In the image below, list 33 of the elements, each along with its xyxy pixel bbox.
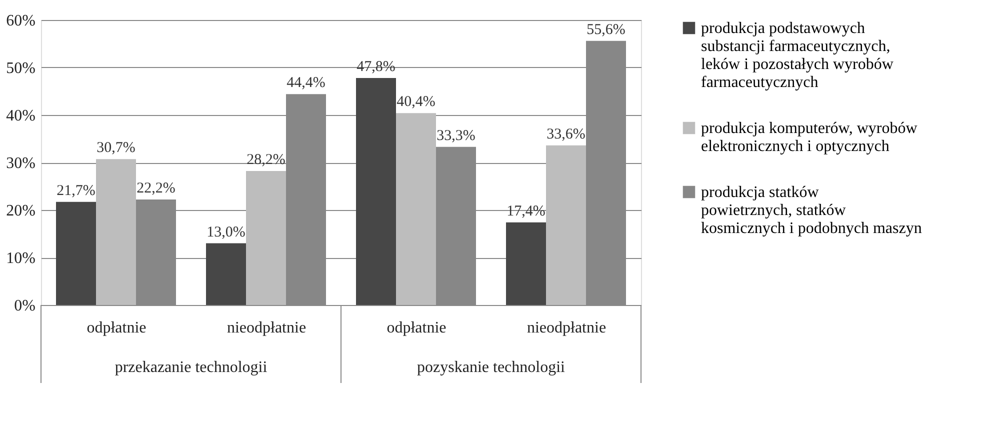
legend-label: produkcja komputerów, wyrobów elektronicznych i optycznych bbox=[701, 120, 918, 155]
y-tick-label: 10% bbox=[6, 250, 36, 267]
data-label: 33,6% bbox=[546, 126, 586, 142]
y-tick-label: 0% bbox=[14, 298, 36, 314]
bar bbox=[546, 145, 586, 305]
bar bbox=[246, 171, 286, 305]
bar bbox=[506, 222, 546, 305]
x-tick-label: nieodpłatnie bbox=[526, 320, 606, 336]
data-label: 22,2% bbox=[136, 180, 176, 197]
y-tick-label: 60% bbox=[6, 12, 36, 30]
legend-label: produkcja podstawowych substancji farmaceutycznych, leków i pozostałych wyrobów farmaceutycznych bbox=[701, 20, 894, 91]
x-tick-label: odpłatnie bbox=[86, 320, 146, 336]
x-tick-label: odpłatnie bbox=[386, 320, 446, 336]
data-label: 21,7% bbox=[56, 182, 96, 199]
text: przekazanie technologii bbox=[114, 359, 268, 376]
legend-label: produkcja statków powietrznych, statków kosmicznych i podobnych maszyn bbox=[701, 184, 922, 237]
y-tick-label: 20% bbox=[6, 202, 36, 220]
y-tick-label: 30% bbox=[6, 155, 36, 172]
data-label: 44,4% bbox=[286, 75, 326, 92]
data-label: 30,7% bbox=[96, 140, 136, 156]
y-tick-label: 50% bbox=[6, 60, 36, 77]
bar bbox=[356, 78, 396, 305]
bar bbox=[56, 202, 96, 305]
bar bbox=[396, 113, 436, 305]
data-label: 40,4% bbox=[396, 94, 436, 110]
bar bbox=[96, 159, 136, 305]
x-tick-label: nieodpłatnie bbox=[226, 320, 306, 336]
y-tick-label: 40% bbox=[6, 108, 36, 124]
data-label: 13,0% bbox=[206, 224, 246, 240]
data-label: 55,6% bbox=[586, 22, 626, 38]
text: pozyskanie technologii bbox=[417, 359, 566, 376]
data-label: 33,3% bbox=[436, 128, 476, 144]
bar bbox=[206, 243, 246, 305]
